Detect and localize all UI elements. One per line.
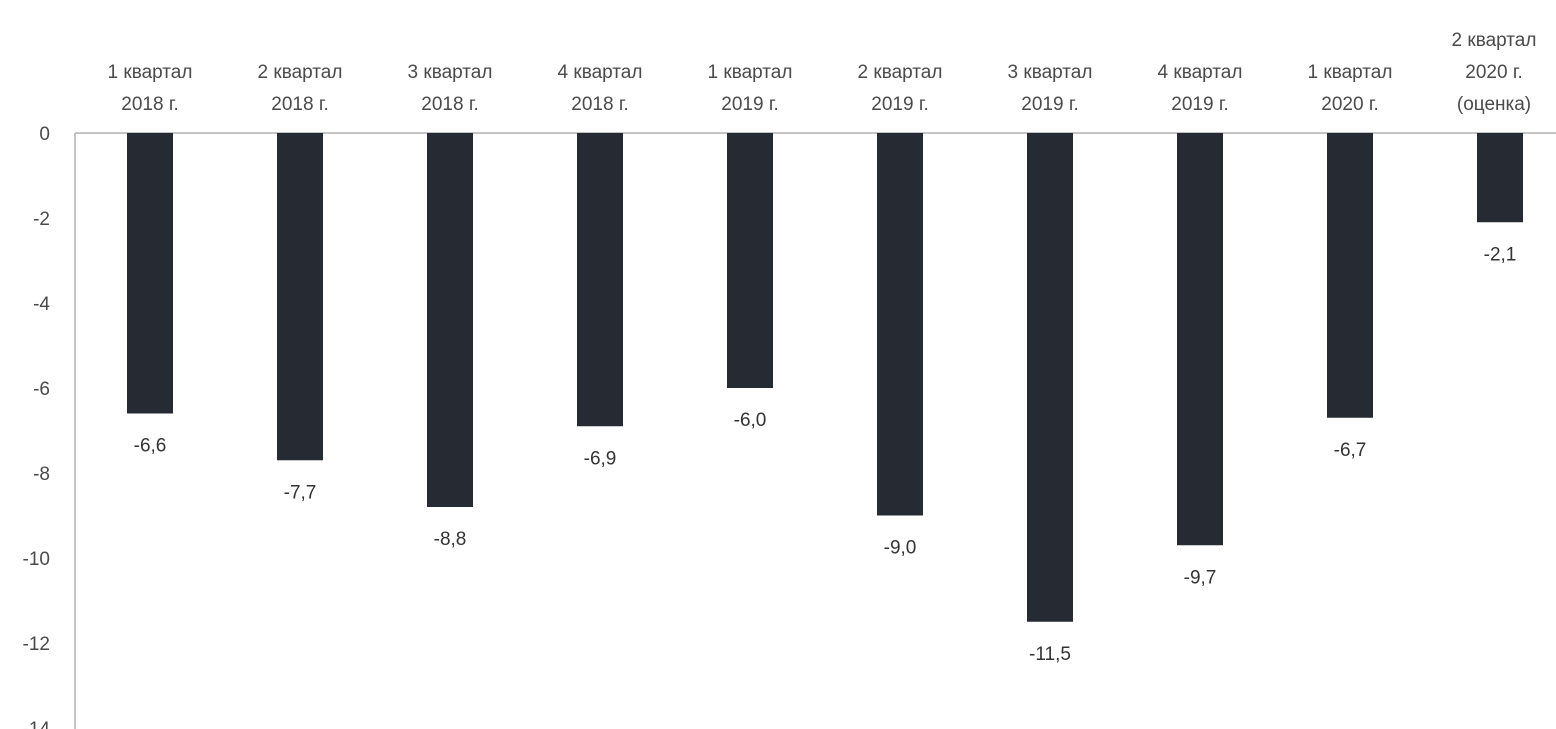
data-label: -8,8 bbox=[434, 529, 467, 550]
bar bbox=[1027, 133, 1073, 622]
bar bbox=[1177, 133, 1223, 546]
data-label: -9,0 bbox=[884, 538, 917, 559]
y-tick-label: -2 bbox=[33, 209, 50, 230]
y-tick-label: -8 bbox=[33, 464, 50, 485]
category-label: 4 квартал bbox=[558, 62, 643, 83]
y-tick-label: -10 bbox=[23, 549, 50, 570]
bar bbox=[877, 133, 923, 516]
category-label: 2019 г. bbox=[721, 94, 778, 115]
category-label: 2018 г. bbox=[121, 94, 178, 115]
data-label: -6,6 bbox=[134, 436, 167, 457]
category-label: 2018 г. bbox=[271, 94, 328, 115]
category-label: 2 квартал bbox=[858, 62, 943, 83]
category-label: 2020 г. bbox=[1465, 62, 1522, 83]
category-label: 2018 г. bbox=[421, 94, 478, 115]
data-label: -7,7 bbox=[284, 482, 317, 503]
bar bbox=[277, 133, 323, 461]
y-tick-label: 0 bbox=[39, 124, 50, 145]
data-label: -9,7 bbox=[1184, 567, 1217, 588]
bar bbox=[127, 133, 173, 414]
bar bbox=[1477, 133, 1523, 223]
y-axis-tick-labels: 0 -2 -4 -6 -8 -10 -12 -14 bbox=[23, 124, 51, 729]
category-label: 2 квартал bbox=[1452, 30, 1537, 51]
y-tick-label: -12 bbox=[23, 634, 50, 655]
chart-bars bbox=[127, 133, 1523, 622]
category-label: 2019 г. bbox=[1021, 94, 1078, 115]
category-label: 3 квартал bbox=[1008, 62, 1093, 83]
category-labels: 1 квартал 2018 г. 2 квартал 2018 г. 3 кварта… bbox=[108, 30, 1537, 115]
data-label: -6,0 bbox=[734, 410, 767, 431]
bar bbox=[727, 133, 773, 388]
category-label: 2019 г. bbox=[1171, 94, 1228, 115]
bar bbox=[1327, 133, 1373, 418]
data-label: -6,7 bbox=[1334, 440, 1367, 461]
value-labels: -6,6 -7,7 -8,8 -6,9 -6,0 -9,0 -11,5 -9,7 -6,7 -2,… bbox=[134, 244, 1517, 665]
category-label: 2018 г. bbox=[571, 94, 628, 115]
category-label: 2020 г. bbox=[1321, 94, 1378, 115]
y-tick-label: -6 bbox=[33, 379, 50, 400]
category-label: 4 квартал bbox=[1158, 62, 1243, 83]
category-label: 1 квартал bbox=[108, 62, 193, 83]
category-label: (оценка) bbox=[1457, 94, 1531, 115]
category-label: 1 квартал bbox=[1308, 62, 1393, 83]
category-label: 2019 г. bbox=[871, 94, 928, 115]
data-label: -2,1 bbox=[1484, 244, 1517, 265]
y-tick-label: -4 bbox=[33, 294, 50, 315]
y-tick-label: -14 bbox=[23, 719, 51, 729]
data-label: -6,9 bbox=[584, 448, 617, 469]
category-label: 3 квартал bbox=[408, 62, 493, 83]
bar bbox=[577, 133, 623, 427]
data-label: -11,5 bbox=[1029, 644, 1071, 665]
category-label: 2 квартал bbox=[258, 62, 343, 83]
category-label: 1 квартал bbox=[708, 62, 793, 83]
bar bbox=[427, 133, 473, 507]
